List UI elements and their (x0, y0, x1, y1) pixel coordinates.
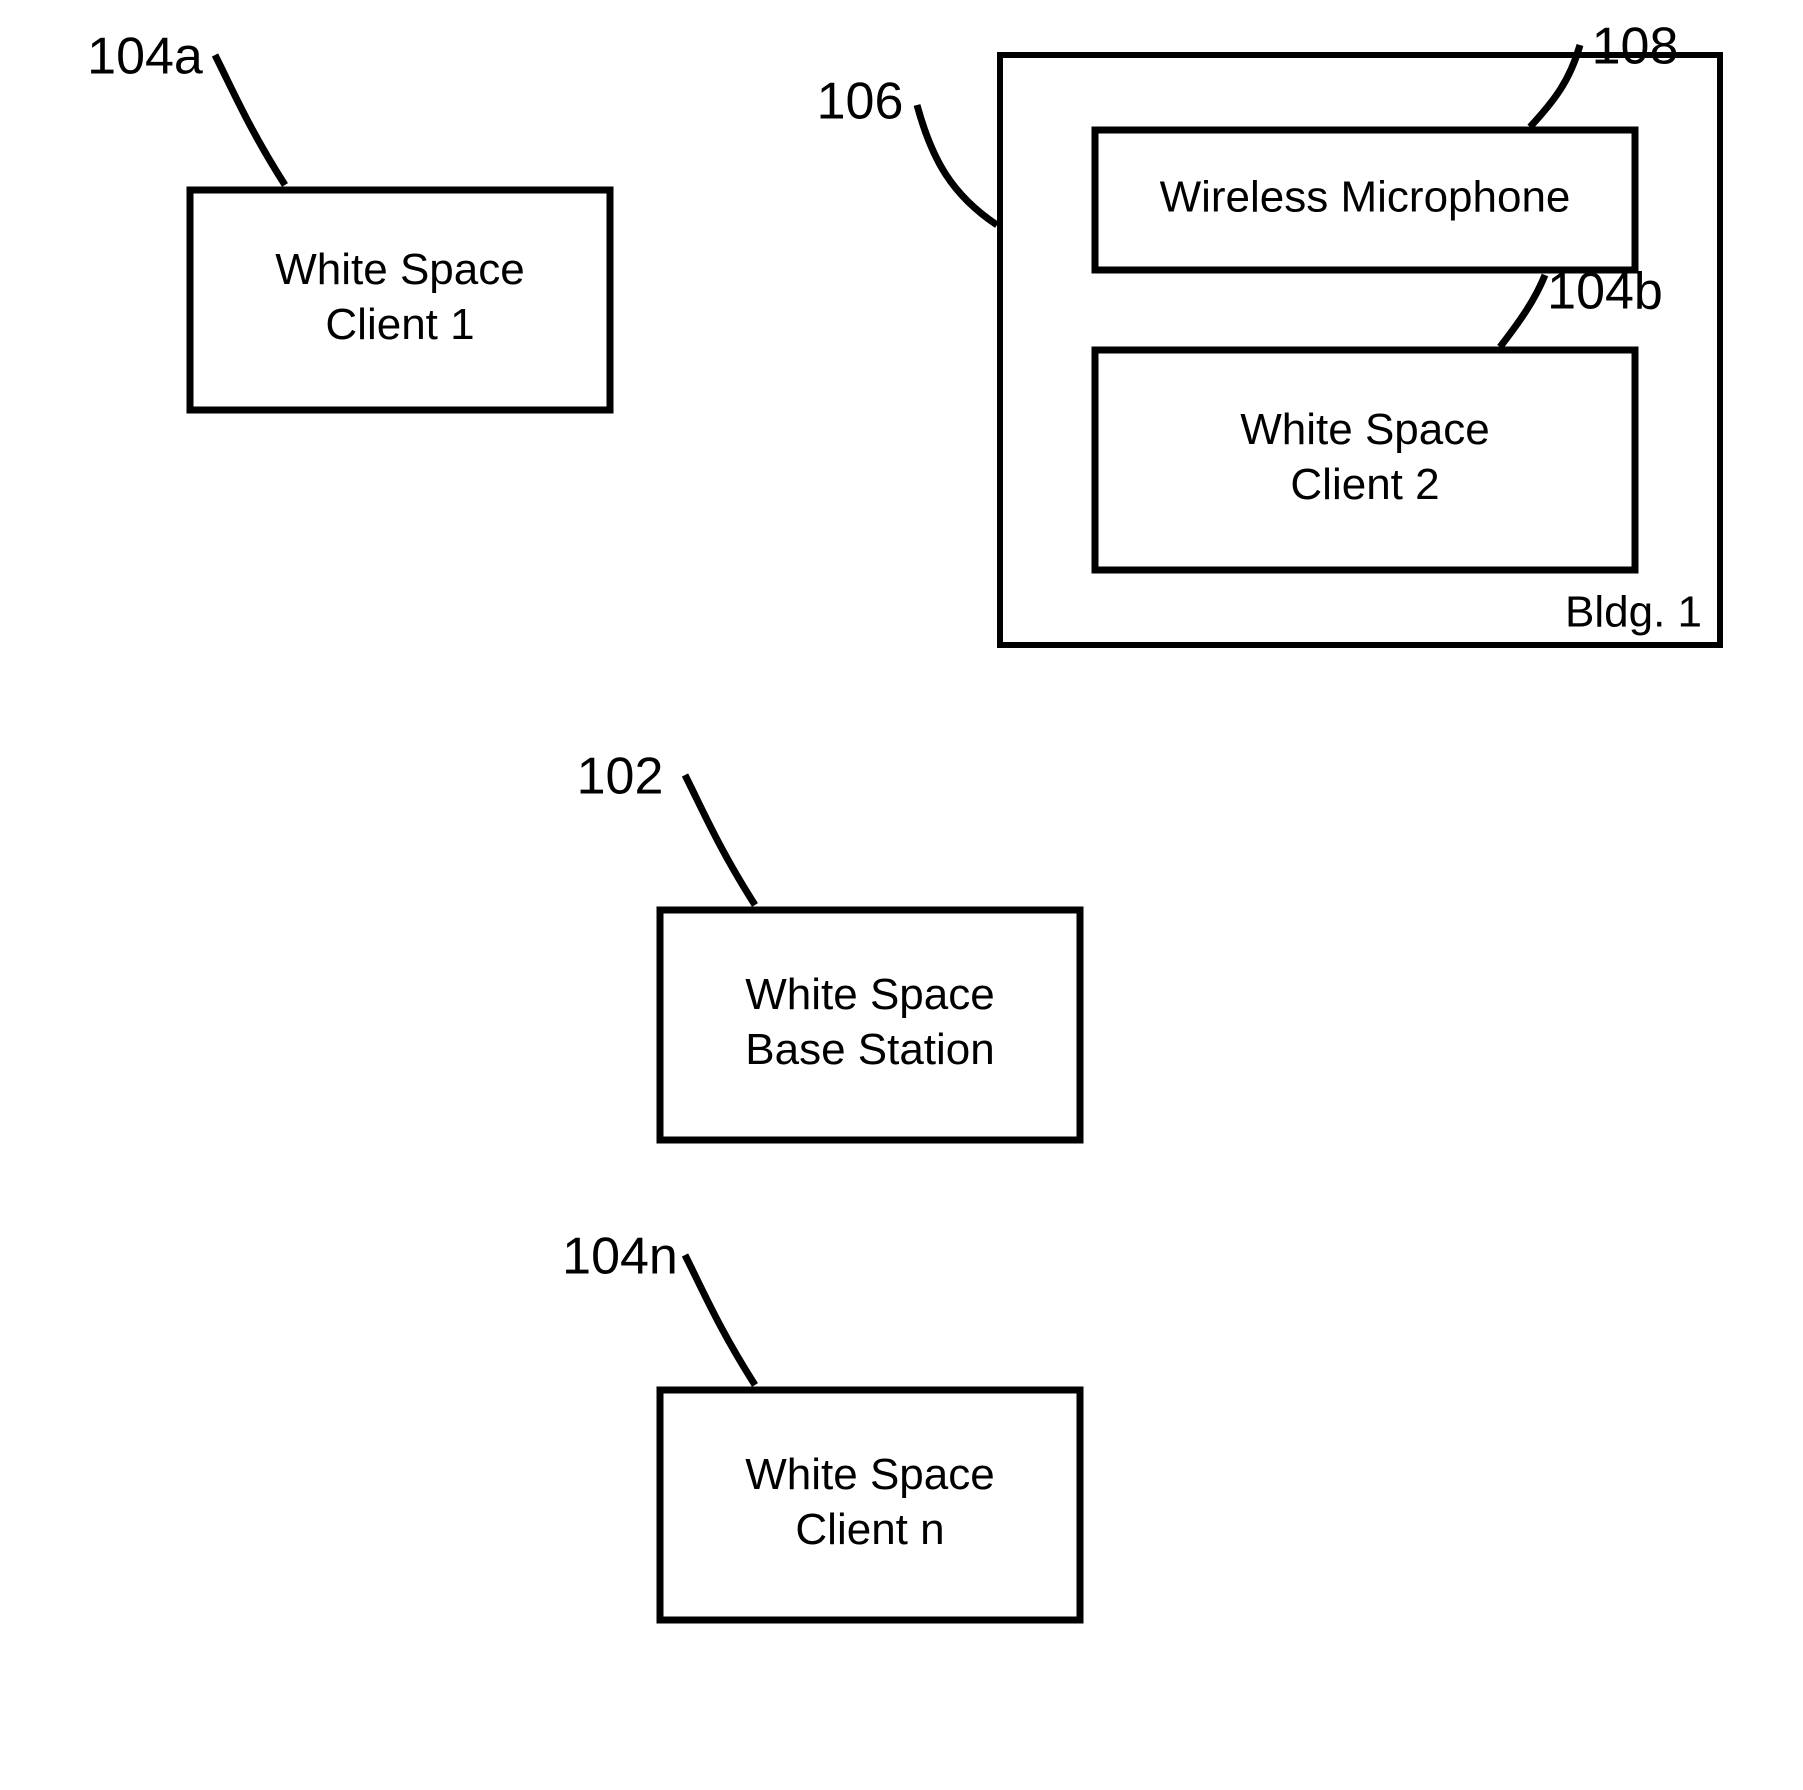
node-base: White Space Base Station (660, 910, 1080, 1140)
label-mic-line-0: Wireless Microphone (1160, 173, 1571, 222)
leader-path-client1 (215, 55, 285, 185)
leader-path-bldg1 (917, 105, 997, 225)
label-base-line-0: White Space (745, 970, 994, 1019)
node-client2: White Space Client 2 (1095, 350, 1635, 570)
leader-clientn: 104n (562, 1228, 755, 1385)
label-base-line-1: Base Station (745, 1025, 995, 1074)
container-label-bldg1: Bldg. 1 (1565, 588, 1702, 637)
node-client1: White Space Client 1 (190, 190, 610, 410)
label-client1-line-1: Client 1 (325, 300, 474, 349)
label-clientn-line-1: Client n (795, 1505, 944, 1554)
ref-label-bldg1: 106 (817, 73, 904, 131)
label-client2-line-1: Client 2 (1290, 460, 1439, 509)
node-mic: Wireless Microphone (1095, 130, 1635, 270)
ref-label-mic: 108 (1592, 18, 1679, 76)
ref-label-base: 102 (577, 748, 664, 806)
label-client1-line-0: White Space (275, 245, 524, 294)
leader-path-base (685, 775, 755, 905)
leader-base: 102 (577, 748, 755, 905)
label-client2-line-0: White Space (1240, 405, 1489, 454)
ref-label-client1: 104a (87, 28, 203, 86)
leader-bldg1: 106 (817, 73, 997, 225)
label-clientn-line-0: White Space (745, 1450, 994, 1499)
node-clientn: White Space Client n (660, 1390, 1080, 1620)
leader-client1: 104a (87, 28, 285, 185)
ref-label-client2: 104b (1547, 263, 1663, 321)
leader-path-clientn (685, 1255, 755, 1385)
ref-label-clientn: 104n (562, 1228, 678, 1286)
